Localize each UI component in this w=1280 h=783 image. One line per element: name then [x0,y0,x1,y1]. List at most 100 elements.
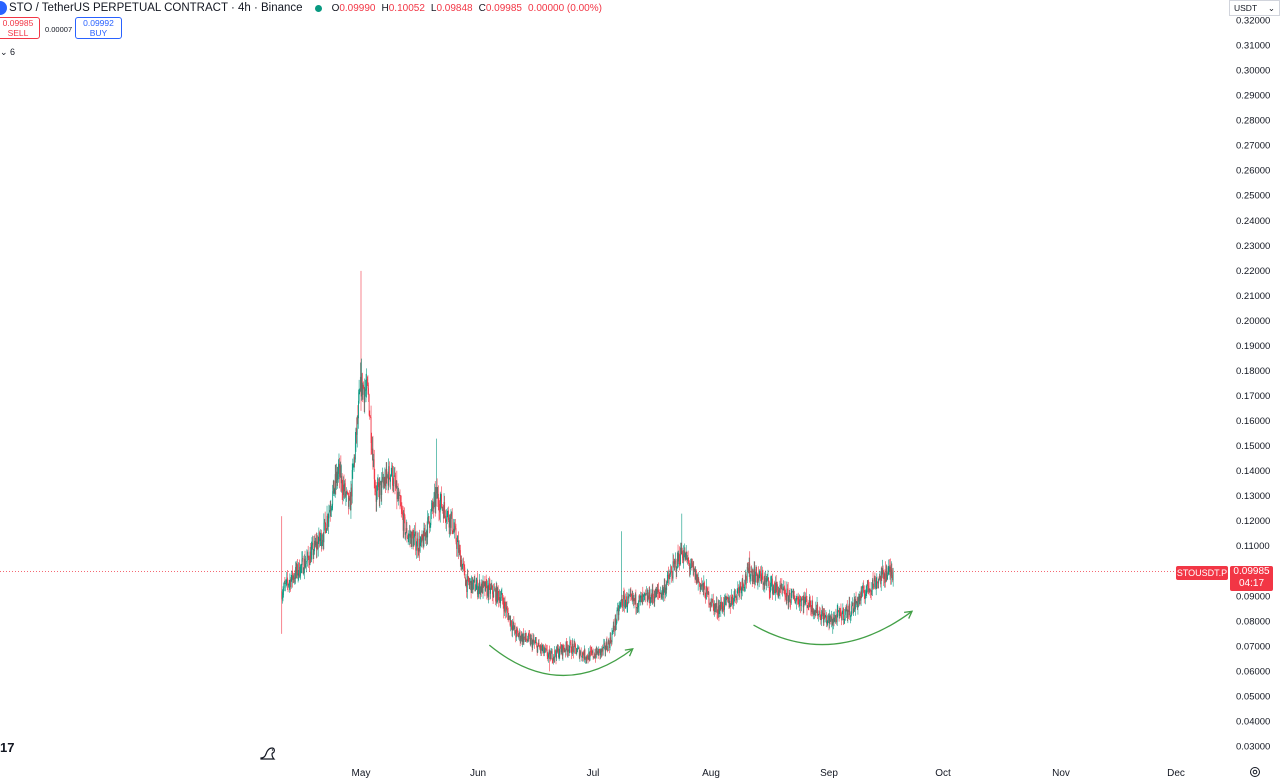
candle-body [885,578,887,582]
candle-body [797,597,798,599]
candle-body [668,574,669,579]
candle-body [345,494,347,496]
buy-button[interactable]: 0.09992 BUY [75,17,122,39]
candle-body [520,639,522,641]
candle-body [680,547,682,555]
ohlc-high: H0.10052 [381,2,425,14]
candle-body [838,610,839,613]
currency-selector[interactable]: USDT ⌄ [1229,0,1280,16]
candle-body [449,514,451,528]
candle-body [493,589,495,598]
candle-body [873,585,875,588]
candle-body [615,620,617,625]
indicators-toggle[interactable]: ⌄ 6 [0,47,15,58]
candle-body [583,654,585,659]
candle-body [336,471,337,484]
candle-body [597,651,599,656]
candle-body [606,642,608,649]
candle-body [810,608,812,613]
candle-body [387,475,389,486]
candle-body [582,652,584,655]
candle-body [410,534,412,547]
symbol-price-tag: STOUSDT.P [1176,566,1228,580]
candle-body [531,638,533,648]
candle-body [745,574,747,580]
candle-body [863,592,865,596]
market-status-icon[interactable] [314,4,322,12]
candle-body [607,648,608,651]
candle-body [875,580,876,589]
candle-body [310,550,312,562]
candle-body [507,608,508,613]
candle-body [483,582,485,583]
candle-body [637,607,639,609]
candle-body [522,634,524,643]
gear-icon[interactable] [1249,766,1261,778]
candle-body [861,590,863,596]
candle-body [631,596,633,599]
price-tick-label: 0.07000 [1236,641,1270,652]
candle-body [662,587,664,595]
symbol-title[interactable]: STO / TetherUS PERPETUAL CONTRACT · 4h ·… [9,2,303,14]
candle-body [488,583,490,597]
candle-body [473,579,475,581]
symbol-logo-icon[interactable] [0,1,7,15]
drawing-annotations[interactable] [488,610,914,677]
candle-body [665,587,667,590]
candle-body [746,567,748,581]
candle-body [376,486,378,492]
candle-body [828,615,830,624]
candle-body [506,607,508,609]
candle-body [616,610,618,621]
candle-body [452,530,454,533]
candle-body [509,615,510,617]
candle-body [386,468,388,477]
candle-body [356,416,358,435]
candle-body [446,512,448,520]
candle-body [600,649,602,655]
candle-body [628,595,630,599]
candle-body [724,597,725,610]
candle-body [867,580,869,586]
curved-arrow-annotation[interactable] [488,644,634,677]
candle-body [563,649,565,652]
candle-body [480,586,481,595]
candle-body [348,497,350,507]
candle-body [639,595,641,598]
candle-body [738,587,739,589]
candle-body [891,569,893,575]
candle-body [419,538,420,552]
candle-body [782,588,784,591]
candle-body [845,609,847,611]
candle-body [714,604,715,613]
sell-price: 0.09985 [2,18,34,28]
candle-body [824,616,826,619]
candle-body [490,587,492,589]
candle-body [521,634,523,642]
candle-body [882,568,883,575]
candle-body [716,603,717,608]
candle-body [331,508,332,511]
candle-body [488,583,490,584]
time-axis[interactable]: May Jun Jul Aug Sep Oct Nov Dec [352,768,1185,779]
price-axis[interactable]: 0.32000 0.31000 0.30000 0.29000 0.28000 0.270… [1236,16,1270,753]
candle-body [617,608,619,616]
candle-body [700,585,702,590]
sell-button[interactable]: 0.09985 SELL [0,17,40,39]
candle-body [743,587,745,588]
candle-body [500,594,502,599]
candle-body [325,523,327,533]
candle-body [728,597,730,608]
candle-body [423,528,425,547]
candle-body [515,629,517,638]
candle-body [813,610,815,615]
candle-body [602,647,604,652]
dino-icon[interactable] [258,742,278,762]
candle-body [414,534,415,538]
candle-body [584,649,586,659]
candle-body [358,392,360,401]
candle-body [552,660,554,662]
curved-arrow-annotation[interactable] [753,610,913,646]
tradingview-logo[interactable]: 17 [0,740,15,755]
